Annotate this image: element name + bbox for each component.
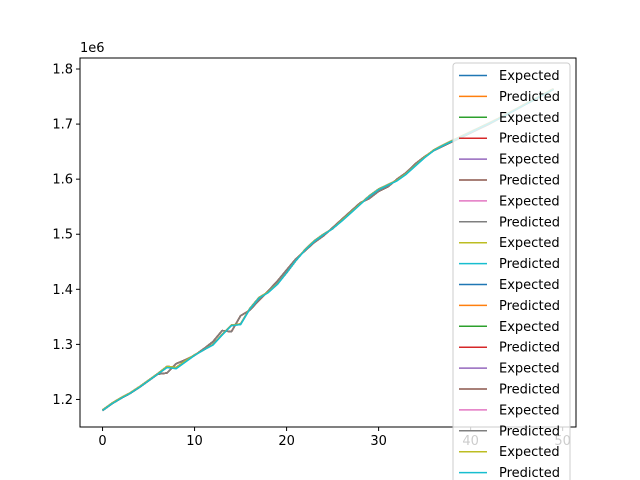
legend-label: Expected <box>499 111 560 126</box>
legend-label: Predicted <box>499 424 560 439</box>
legend: Expected Predicted Expected Predicted Expect… <box>452 62 571 480</box>
legend-label: Predicted <box>499 90 560 105</box>
legend-label: Predicted <box>499 174 560 189</box>
legend-label: Expected <box>499 320 560 335</box>
legend-label: Predicted <box>499 299 560 314</box>
x-tick-label: 20 <box>278 434 295 449</box>
legend-label: Expected <box>499 445 560 460</box>
legend-label: Expected <box>499 403 560 418</box>
legend-label: Predicted <box>499 466 560 480</box>
legend-label: Predicted <box>499 132 560 147</box>
y-tick-label: 1.5 <box>52 228 73 243</box>
legend-label: Expected <box>499 362 560 377</box>
legend-label: Expected <box>499 194 560 209</box>
legend-label: Predicted <box>499 383 560 398</box>
y-tick-label: 1.7 <box>52 118 73 133</box>
legend-label: Predicted <box>499 341 560 356</box>
y-tick-label: 1.8 <box>52 63 73 78</box>
y-axis-offset-label: 1e6 <box>80 41 105 56</box>
plot-frame <box>79 57 577 428</box>
y-tick-label: 1.6 <box>52 173 73 188</box>
legend-label: Expected <box>499 278 560 293</box>
legend-label: Expected <box>499 153 560 168</box>
y-tick-label: 1.2 <box>52 393 73 408</box>
x-tick-label: 30 <box>370 434 387 449</box>
y-tick-label: 1.4 <box>52 283 73 298</box>
legend-label: Predicted <box>499 257 560 272</box>
x-tick-label: 10 <box>186 434 203 449</box>
legend-label: Predicted <box>499 215 560 230</box>
x-tick-label: 0 <box>98 434 106 449</box>
legend-box <box>452 62 571 480</box>
y-tick-label: 1.3 <box>52 338 73 353</box>
legend-label: Expected <box>499 236 560 251</box>
legend-label: Expected <box>499 69 560 84</box>
